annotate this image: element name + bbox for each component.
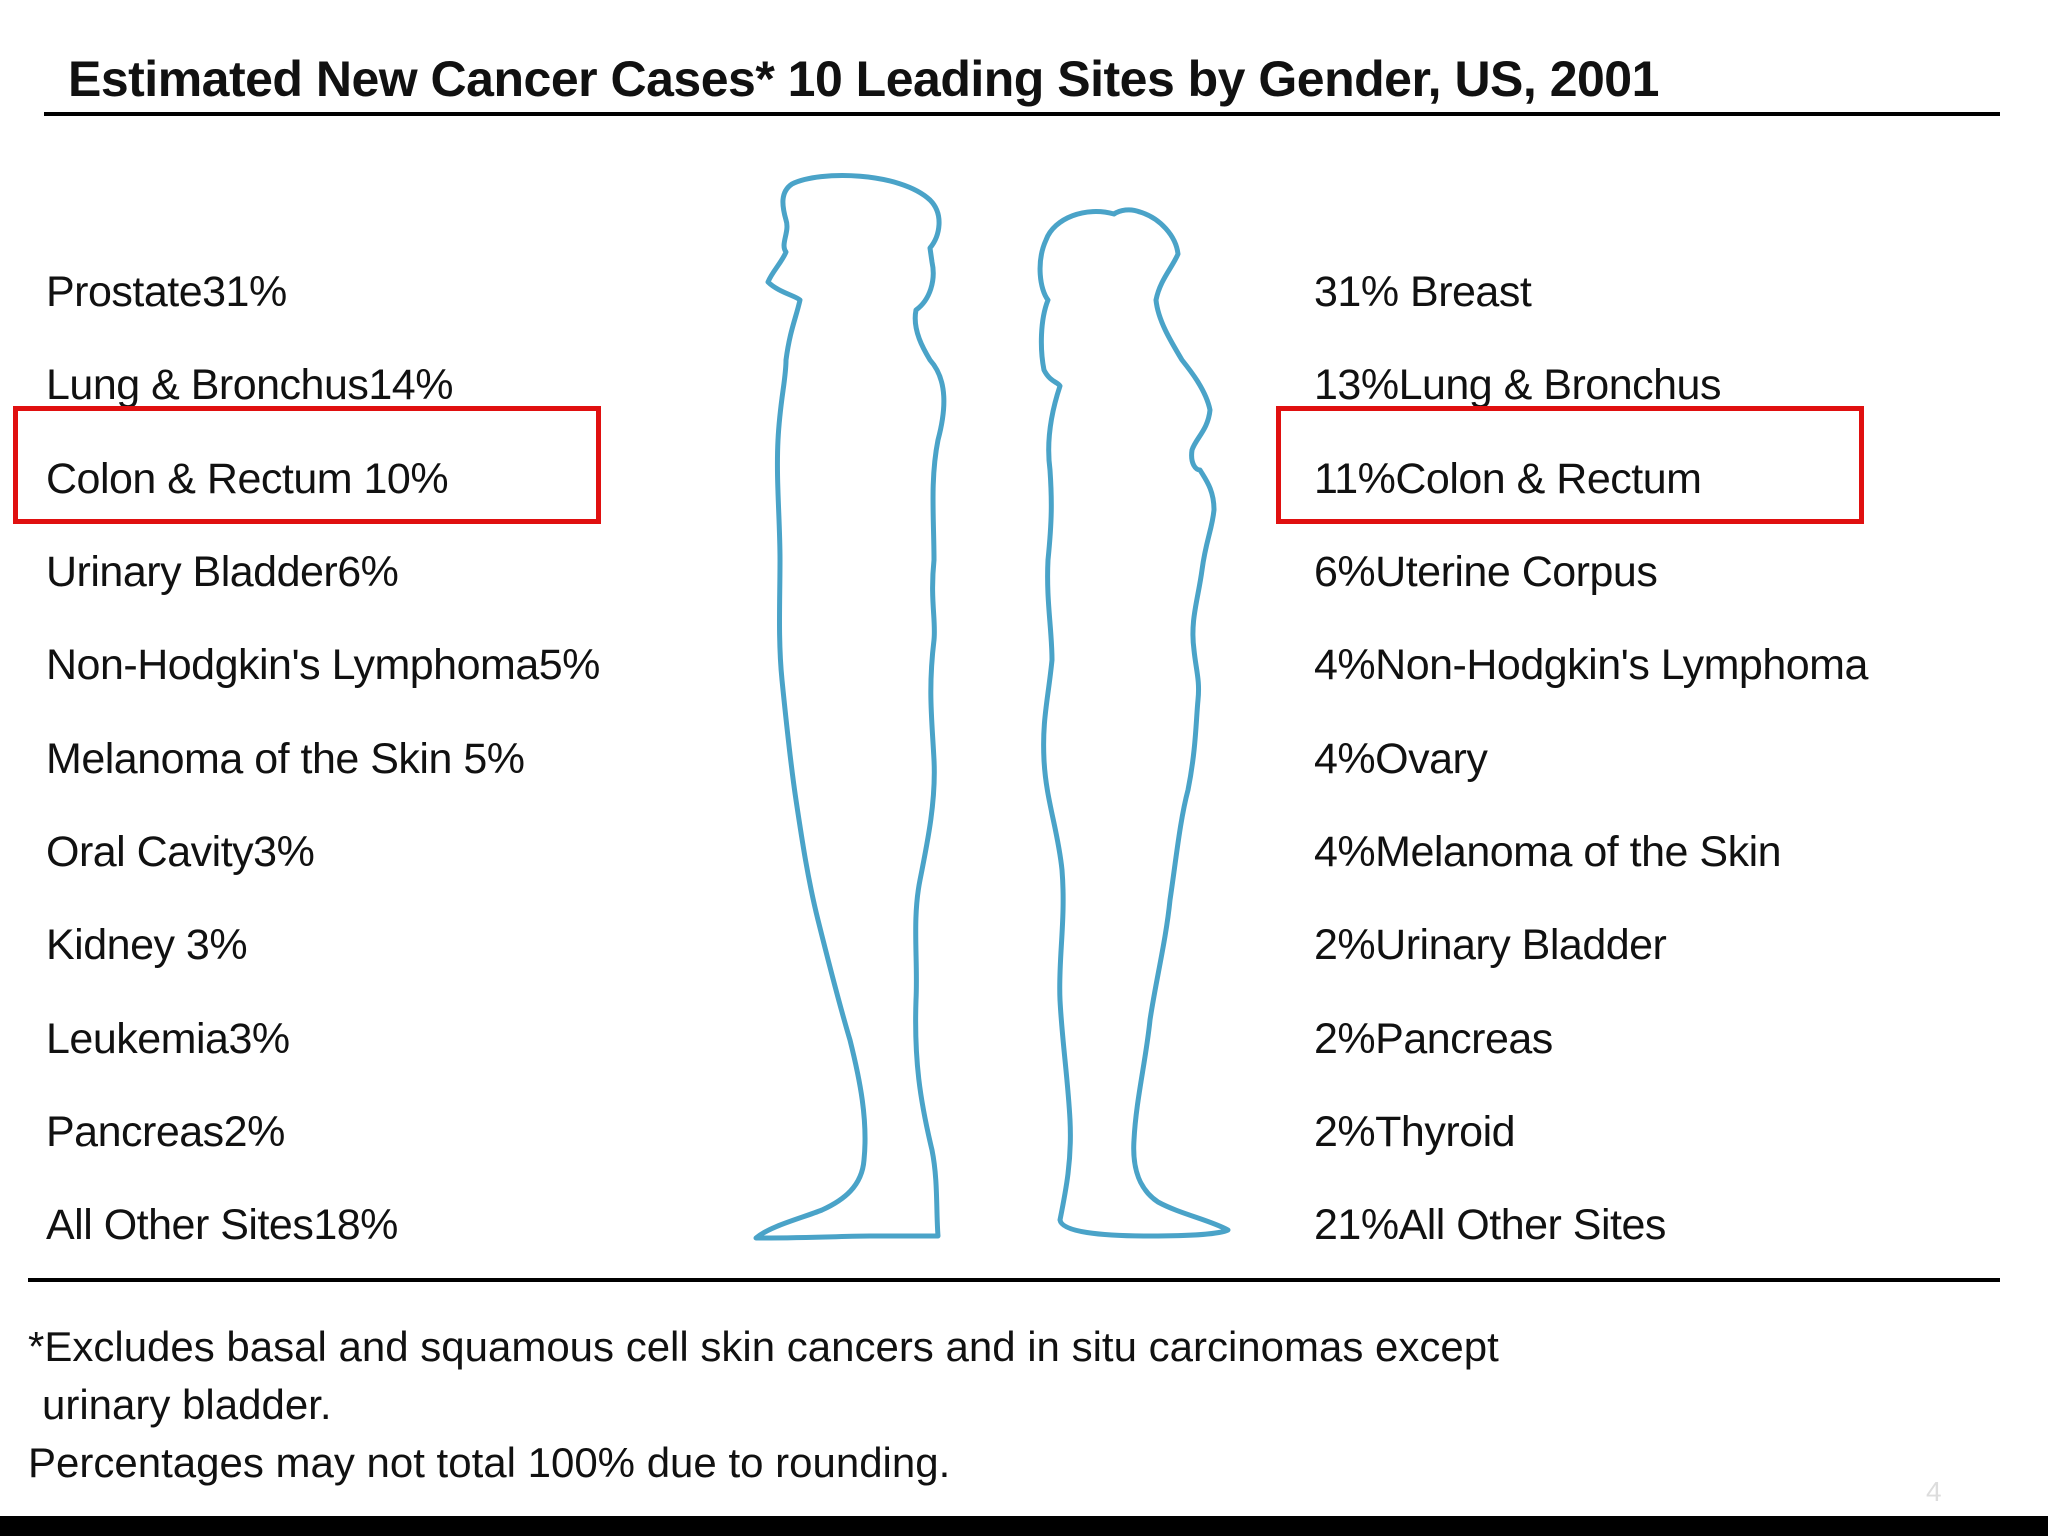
- male-site-item: All Other Sites18%: [46, 1201, 398, 1250]
- footnote-line: *Excludes basal and squamous cell skin c…: [28, 1323, 1499, 1370]
- male-silhouette: [753, 173, 947, 1241]
- male-sites-list: Prostate31% Lung & Bronchus14% Colon & R…: [46, 246, 600, 1272]
- female-site-item: 6%Uterine Corpus: [1314, 548, 1658, 597]
- footnote-line: urinary bladder.: [42, 1381, 332, 1428]
- female-site-item: 4%Melanoma of the Skin: [1314, 827, 1782, 876]
- male-site-item: Colon & Rectum 10%: [46, 454, 449, 503]
- male-site-item: Kidney 3%: [46, 921, 248, 970]
- slide-title: Estimated New Cancer Cases* 10 Leading S…: [68, 51, 1659, 107]
- female-site-item: 31% Breast: [1314, 268, 1532, 317]
- female-site-item: 2%Urinary Bladder: [1314, 921, 1667, 970]
- male-site-item: Leukemia3%: [46, 1014, 290, 1063]
- male-site-item: Non-Hodgkin's Lymphoma5%: [46, 641, 600, 690]
- female-sites-list: 31% Breast 13%Lung & Bronchus 11%Colon &…: [1314, 246, 1868, 1272]
- title-divider: [44, 112, 2000, 116]
- male-site-item: Lung & Bronchus14%: [46, 361, 453, 410]
- footnote: *Excludes basal and squamous cell skin c…: [28, 1318, 1499, 1492]
- female-site-item: 4%Ovary: [1314, 734, 1488, 783]
- female-silhouette: [1037, 207, 1231, 1239]
- female-site-item: 2%Pancreas: [1314, 1014, 1553, 1063]
- female-site-item: 4%Non-Hodgkin's Lymphoma: [1314, 641, 1868, 690]
- bottom-bar: [0, 1516, 2048, 1536]
- footnote-divider: [28, 1278, 2000, 1282]
- female-site-item: 11%Colon & Rectum: [1314, 454, 1702, 503]
- female-site-item: 13%Lung & Bronchus: [1314, 361, 1721, 410]
- male-site-item: Urinary Bladder6%: [46, 548, 399, 597]
- female-colon-rectum-highlight: [1276, 406, 1864, 524]
- page-number: 4: [1926, 1476, 1942, 1507]
- male-site-item: Pancreas2%: [46, 1107, 285, 1156]
- male-colon-rectum-highlight: [13, 406, 601, 524]
- body-silhouettes: [753, 173, 1231, 1241]
- male-site-item: Prostate31%: [46, 268, 287, 317]
- female-site-item: 2%Thyroid: [1314, 1107, 1516, 1156]
- female-site-item: 21%All Other Sites: [1314, 1201, 1666, 1250]
- male-site-item: Oral Cavity3%: [46, 827, 315, 876]
- male-site-item: Melanoma of the Skin 5%: [46, 734, 525, 783]
- footnote-line: Percentages may not total 100% due to ro…: [28, 1439, 951, 1486]
